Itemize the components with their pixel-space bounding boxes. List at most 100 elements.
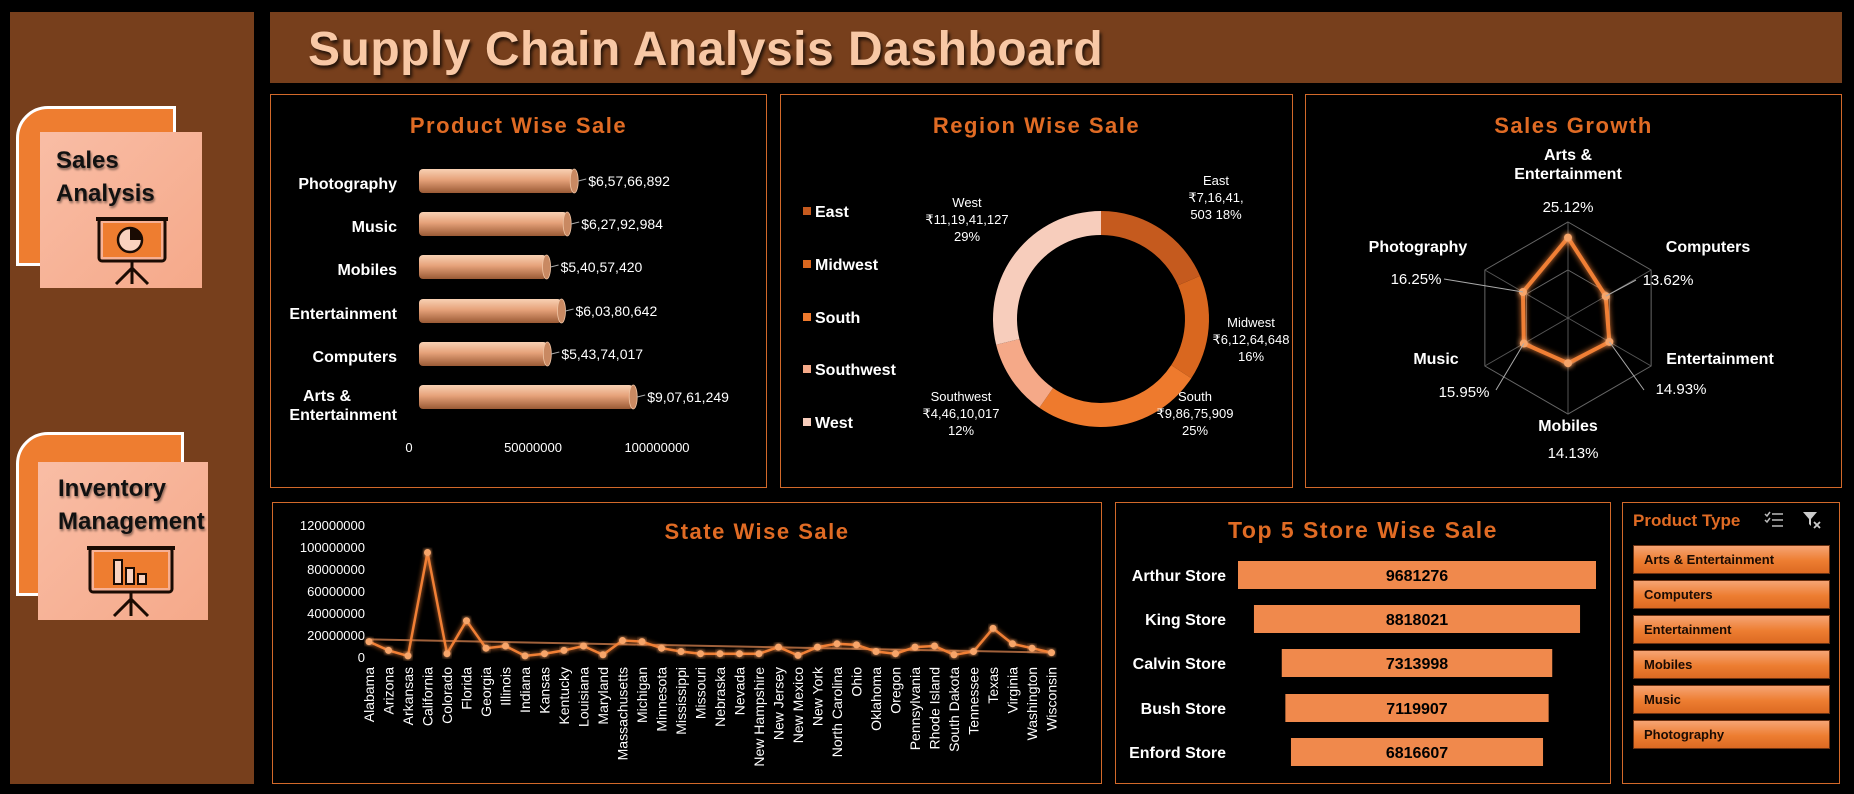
radar-point (1519, 339, 1528, 348)
dashboard-title: Supply Chain Analysis Dashboard (308, 23, 1104, 76)
state-point (482, 644, 490, 652)
sales-growth-radar-chart: Arts & Entertainment Computers Entertainmen… (1369, 147, 1775, 462)
state-category-label: Indiana (517, 667, 533, 713)
product-leader-line (565, 308, 574, 312)
dashboard-header: Supply Chain Analysis Dashboard (270, 12, 1842, 83)
y-tick-label: 40000000 (307, 606, 365, 621)
product-wise-sale-panel: Product Wise Sale $6,57,66,892 $6,27,92,9… (270, 94, 767, 488)
radar-leader-line (1608, 341, 1645, 391)
state-category-label: Oklahoma (868, 667, 884, 731)
donut-slice (996, 339, 1054, 408)
product-data-label: $6,03,80,642 (575, 303, 657, 319)
state-point (658, 644, 665, 652)
state-point (931, 642, 938, 650)
store-data-label: 6816607 (1386, 745, 1448, 762)
slicer-item[interactable]: Mobiles (1633, 650, 1830, 679)
radar-category-label-line: Computers (1666, 239, 1751, 256)
state-point (365, 638, 373, 646)
state-point (833, 640, 841, 648)
sales-analysis-nav-button[interactable]: Sales Analysis (16, 106, 202, 288)
slicer-item[interactable]: Entertainment (1633, 615, 1830, 644)
product-data-label: $9,07,61,249 (647, 389, 729, 405)
x-tick-label: 100000000 (624, 440, 689, 455)
legend-label: South (815, 310, 860, 327)
inventory-management-nav-button[interactable]: Inventory Management (16, 432, 208, 620)
state-point (580, 642, 587, 650)
product-bar (419, 169, 575, 193)
state-category-label: Washington (1024, 667, 1040, 740)
state-category-label: Tennessee (966, 667, 982, 735)
store-data-label: 7313998 (1386, 656, 1448, 673)
legend-label: Southwest (815, 362, 897, 379)
radar-category-label: Arts & Entertainment (1514, 147, 1622, 183)
product-data-label: $6,57,66,892 (588, 173, 670, 189)
radar-data-label: 14.13% (1548, 445, 1599, 462)
store-data-label: 9681276 (1386, 568, 1448, 585)
store-bar (1238, 561, 1596, 589)
radar-data-label: 14.93% (1656, 381, 1707, 398)
radar-category-label-line: Mobiles (1538, 418, 1598, 435)
product-data-label: $5,40,57,420 (561, 259, 643, 275)
pie-chart-presentation-icon (96, 217, 168, 286)
slicer-item[interactable]: Music (1633, 685, 1830, 714)
donut-data-label: Midwest ₹6,12,64,648 16% (1213, 315, 1290, 364)
donut-data-label: Southwest ₹4,46,10,017 12% (923, 389, 1000, 438)
slicer-item[interactable]: Computers (1633, 580, 1830, 609)
product-category-label: Computers (313, 349, 398, 366)
state-category-label: Nebraska (712, 667, 728, 727)
slicer-title: Product Type (1633, 511, 1741, 530)
state-category-label: Rhode Island (927, 667, 943, 750)
product-bar (419, 255, 547, 279)
slicer-item[interactable]: Photography (1633, 720, 1830, 749)
legend-swatch (803, 418, 811, 426)
state-point (950, 651, 958, 659)
state-category-label: Michigan (634, 667, 650, 723)
product-category-label: Arts & (303, 388, 351, 405)
product-bar (419, 342, 548, 366)
x-tick-label: 50000000 (504, 440, 562, 455)
nav-label-sales-analysis: Sales Analysis (56, 147, 155, 207)
product-wise-sale-title: Product Wise Sale (409, 113, 628, 138)
radar-data-label: 13.62% (1643, 272, 1694, 289)
donut-data-label: South ₹9,86,75,909 25% (1157, 389, 1234, 438)
x-tick-label: 0 (405, 440, 412, 455)
state-category-label: New York (810, 666, 826, 726)
state-category-label: Alabama (361, 667, 377, 722)
store-bar (1253, 605, 1581, 633)
store-category-label: Calvin Store (1133, 656, 1226, 673)
clear-filter-icon[interactable] (1801, 509, 1823, 531)
state-category-label: California (420, 667, 436, 726)
state-category-label: Oregon (888, 667, 904, 714)
donut-data-label-line: ₹9,86,75,909 (1157, 406, 1234, 421)
y-tick-label: 20000000 (307, 628, 365, 643)
slicer-item[interactable]: Arts & Entertainment (1633, 545, 1830, 574)
sales-growth-title: Sales Growth (1494, 113, 1653, 138)
sales-growth-panel: Sales Growth Arts & Entertainment Computer… (1305, 94, 1842, 488)
product-bar-cap (542, 254, 551, 280)
donut-data-label-line: 25% (1182, 423, 1208, 438)
product-bar-cap (542, 341, 552, 367)
state-category-label: Arizona (381, 667, 397, 715)
product-bar (419, 385, 634, 409)
state-point (814, 643, 821, 651)
legend-swatch (803, 207, 811, 215)
donut-data-label-line: ₹7,16,41, (1188, 190, 1243, 205)
product-bar-cap (569, 168, 579, 194)
donut-data-label-line: 12% (948, 423, 974, 438)
state-category-label: Virginia (1005, 667, 1021, 714)
legend-label: Midwest (815, 257, 879, 274)
state-point (1009, 640, 1016, 648)
donut-data-label-line: 29% (954, 229, 980, 244)
state-category-label: South Dakota (946, 667, 962, 752)
radar-data-label: 15.95% (1439, 384, 1490, 401)
donut-slice (993, 210, 1101, 345)
state-point (1048, 649, 1055, 657)
state-point (853, 641, 860, 649)
multi-select-icon[interactable] (1763, 509, 1785, 531)
state-category-label: New Hampshire (751, 667, 767, 767)
state-category-label: Pennsylvania (907, 667, 923, 750)
product-category-label: Music (352, 219, 397, 236)
state-point (463, 617, 470, 625)
radar-spoke (1484, 269, 1569, 319)
radar-leader-line (1443, 278, 1524, 293)
